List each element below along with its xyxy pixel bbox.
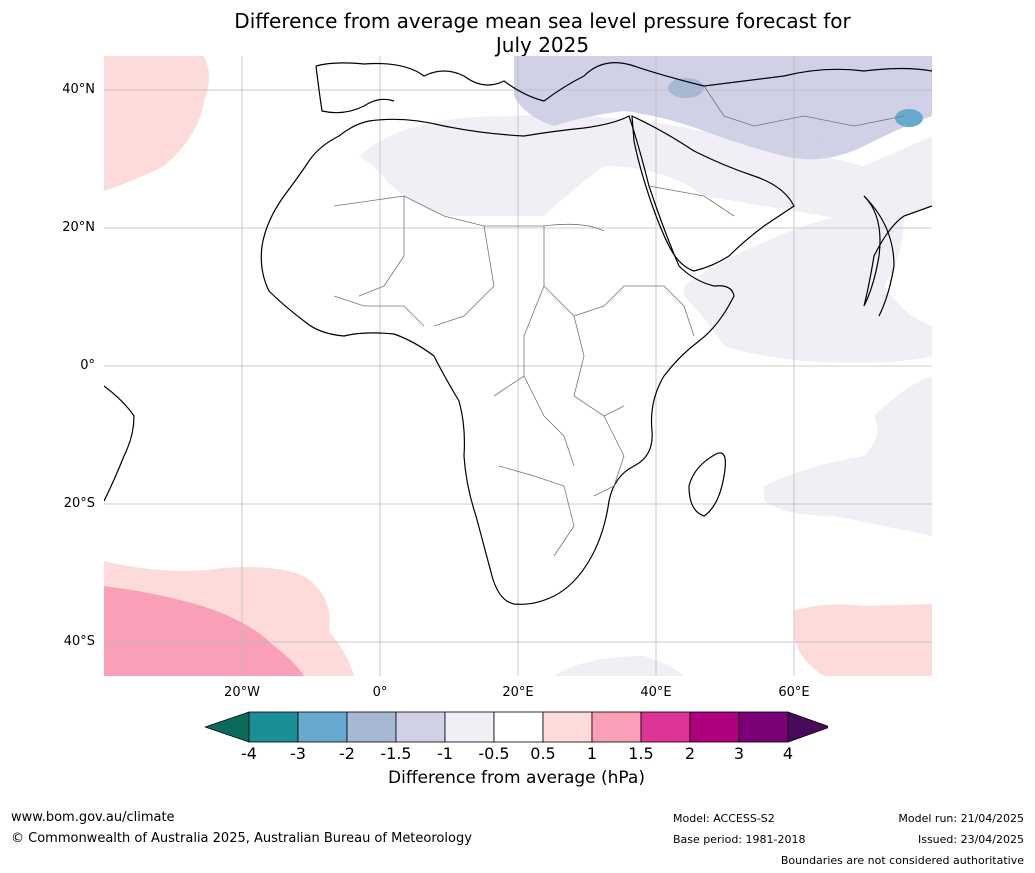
- anomaly-negative-light-s-indian: [764, 376, 932, 536]
- colorbar-swatch: [640, 711, 691, 743]
- lon-label-20e: 20°E: [502, 685, 534, 700]
- colorbar-swatch: [738, 711, 789, 743]
- colorbar-tick-label: -1.5: [380, 744, 412, 763]
- footer-issued: Issued: 23/04/2025: [917, 833, 1024, 846]
- anomaly-positive-s-atlantic-core: [104, 586, 304, 676]
- colorbar-tick-label: 3: [733, 744, 745, 763]
- colorbar-tick-label: -2: [339, 744, 355, 763]
- lat-label-40s: 40°S: [63, 634, 95, 649]
- colorbar-swatch: [395, 711, 446, 743]
- coast-africa: [260, 115, 735, 605]
- coast-india-2: [863, 195, 895, 317]
- footer-model: Model: ACCESS-S2: [673, 812, 775, 825]
- lat-label-0: 0°: [80, 358, 95, 373]
- colorbar-over-arrow: [787, 711, 828, 743]
- colorbar-swatch: [297, 711, 348, 743]
- lat-label-20s: 20°S: [63, 496, 95, 511]
- colorbar-swatch: [346, 711, 397, 743]
- map-title-line2: July 2025: [495, 33, 590, 57]
- map-title: Difference from average mean sea level p…: [0, 9, 1035, 57]
- anomaly-negative-strong-hindukush: [895, 109, 923, 127]
- colorbar-tick-label: -1: [437, 744, 453, 763]
- anomaly-negative-light-indian: [684, 212, 932, 363]
- colorbar: [205, 711, 828, 743]
- coast-s-america: [104, 385, 135, 502]
- lat-label-20n: 20°N: [62, 220, 95, 235]
- footer-base-period: Base period: 1981-2018: [673, 833, 806, 846]
- country-borders: [333, 85, 905, 557]
- footer-website[interactable]: www.bom.gov.au/climate: [11, 810, 175, 825]
- anomaly-positive-s-indian: [794, 604, 932, 676]
- colorbar-under-arrow: [205, 711, 250, 743]
- lon-label-60e: 60°E: [778, 685, 810, 700]
- map-title-line1: Difference from average mean sea level p…: [234, 9, 851, 33]
- colorbar-tick-label: 0.5: [530, 744, 556, 763]
- colorbar-swatch: [591, 711, 642, 743]
- colorbar-swatch: [689, 711, 740, 743]
- anomaly-negative-light-north: [359, 115, 932, 222]
- gridlines: [104, 56, 932, 676]
- coast-europe: [315, 62, 932, 102]
- coastlines: [104, 62, 932, 605]
- coast-madagascar: [688, 452, 726, 517]
- colorbar-tick-label: -4: [241, 744, 257, 763]
- lon-label-0: 0°: [372, 685, 388, 700]
- footer-model-run: Model run: 21/04/2025: [898, 812, 1024, 825]
- anomaly-negative-light-south: [554, 656, 684, 676]
- colorbar-tick-label: 4: [782, 744, 794, 763]
- colorbar-swatch: [542, 711, 593, 743]
- colorbar-tick-label: -3: [290, 744, 306, 763]
- map-panel[interactable]: [104, 56, 932, 676]
- colorbar-swatch: [248, 711, 299, 743]
- lat-label-40n: 40°N: [62, 82, 95, 97]
- footer-disclaimer: Boundaries are not considered authoritat…: [780, 854, 1024, 867]
- anomaly-negative-mid: [514, 56, 932, 160]
- footer-copyright: © Commonwealth of Australia 2025, Austra…: [11, 831, 472, 846]
- lon-label-20w: 20°W: [224, 685, 260, 700]
- colorbar-title: Difference from average (hPa): [388, 768, 645, 788]
- colorbar-tick-label: 1.5: [628, 744, 654, 763]
- anomaly-positive-nw-atlantic: [104, 56, 209, 191]
- colorbar-swatch: [493, 711, 544, 743]
- anomaly-shading: [104, 56, 932, 676]
- colorbar-tick-label: -0.5: [478, 744, 510, 763]
- anomaly-negative-mid-2: [694, 111, 844, 157]
- coast-arabia: [631, 115, 795, 272]
- colorbar-tick-label: 1: [586, 744, 598, 763]
- anomaly-negative-strong-caucasus: [668, 78, 704, 98]
- colorbar-tick-label: 2: [684, 744, 696, 763]
- colorbar-swatch: [444, 711, 495, 743]
- coast-india: [863, 195, 932, 307]
- lon-label-40e: 40°E: [640, 685, 672, 700]
- map-svg: [104, 56, 932, 676]
- coast-iberia: [315, 65, 395, 114]
